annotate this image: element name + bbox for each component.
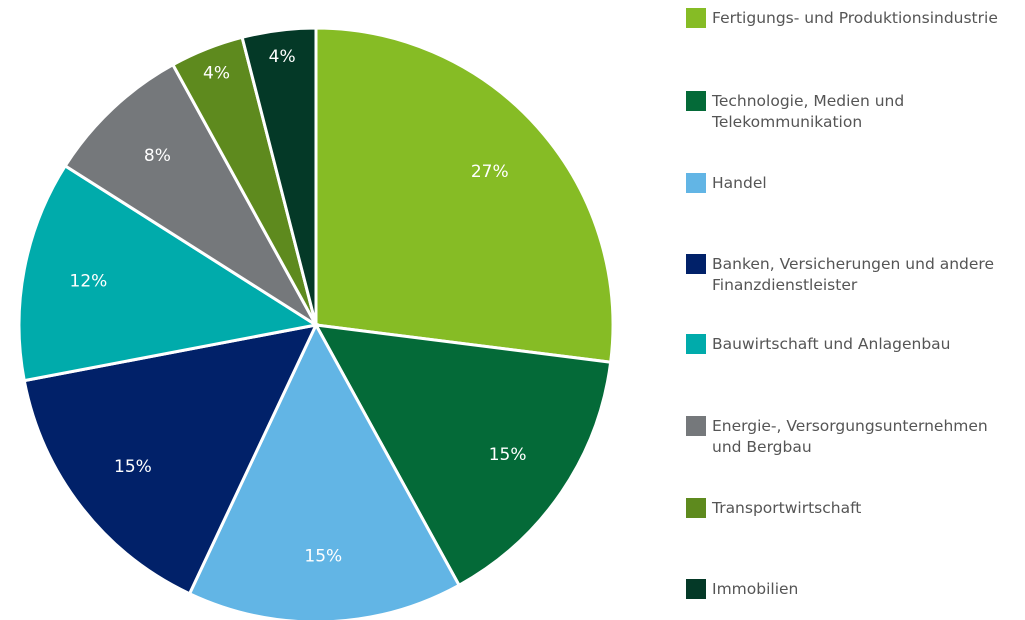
- legend-label: Transportwirtschaft: [712, 499, 862, 517]
- legend-item: Transportwirtschaft: [686, 498, 1012, 519]
- legend-item: Energie-, Versorgungsunternehmen und Ber…: [686, 416, 1012, 458]
- legend-swatch: [686, 8, 706, 28]
- chart: 27% 15% 15% 15% 12% 8% 4% 4%: [17, 26, 615, 620]
- legend-item: Immobilien: [686, 579, 1012, 600]
- data-label: 15%: [304, 547, 342, 567]
- legend-label: Handel: [712, 174, 767, 192]
- legend-swatch: [686, 579, 706, 599]
- data-label: 12%: [70, 272, 108, 292]
- data-label: 27%: [471, 162, 509, 182]
- legend-swatch: [686, 91, 706, 111]
- data-label: 15%: [114, 457, 152, 477]
- legend-item: Banken, Versicherungen und andere Finanz…: [686, 254, 1012, 296]
- legend-label: Energie-, Versorgungsunternehmen und Ber…: [712, 417, 988, 456]
- pie-slice: [17, 163, 321, 383]
- pie-slice: [187, 321, 462, 620]
- legend-label: Immobilien: [712, 580, 799, 598]
- legend-label: Fertigungs- und Produktionsindustrie: [712, 9, 998, 27]
- legend-label: Banken, Versicherungen und andere Finanz…: [712, 255, 994, 294]
- pie-slice: [314, 26, 615, 364]
- pie-slice: [63, 62, 318, 327]
- data-label: 4%: [269, 47, 296, 67]
- data-label: 15%: [489, 445, 527, 465]
- legend-item: Bauwirtschaft und Anlagenbau: [686, 334, 1012, 355]
- legend-item: Technologie, Medien und Telekommunikatio…: [686, 91, 1012, 133]
- legend-swatch: [686, 173, 706, 193]
- legend-swatch: [686, 416, 706, 436]
- legend-item: Fertigungs- und Produktionsindustrie: [686, 8, 1012, 29]
- data-label: 4%: [203, 64, 230, 84]
- legend-swatch: [686, 254, 706, 274]
- pie-slice: [22, 322, 319, 596]
- legend-swatch: [686, 334, 706, 354]
- legend-swatch: [686, 498, 706, 518]
- legend-label: Technologie, Medien und Telekommunikatio…: [712, 92, 905, 131]
- legend-label: Bauwirtschaft und Anlagenbau: [712, 335, 951, 353]
- data-label: 8%: [144, 146, 171, 166]
- pie-slice: [313, 323, 613, 588]
- pie-slice: [240, 26, 318, 326]
- legend-item: Handel: [686, 173, 1012, 194]
